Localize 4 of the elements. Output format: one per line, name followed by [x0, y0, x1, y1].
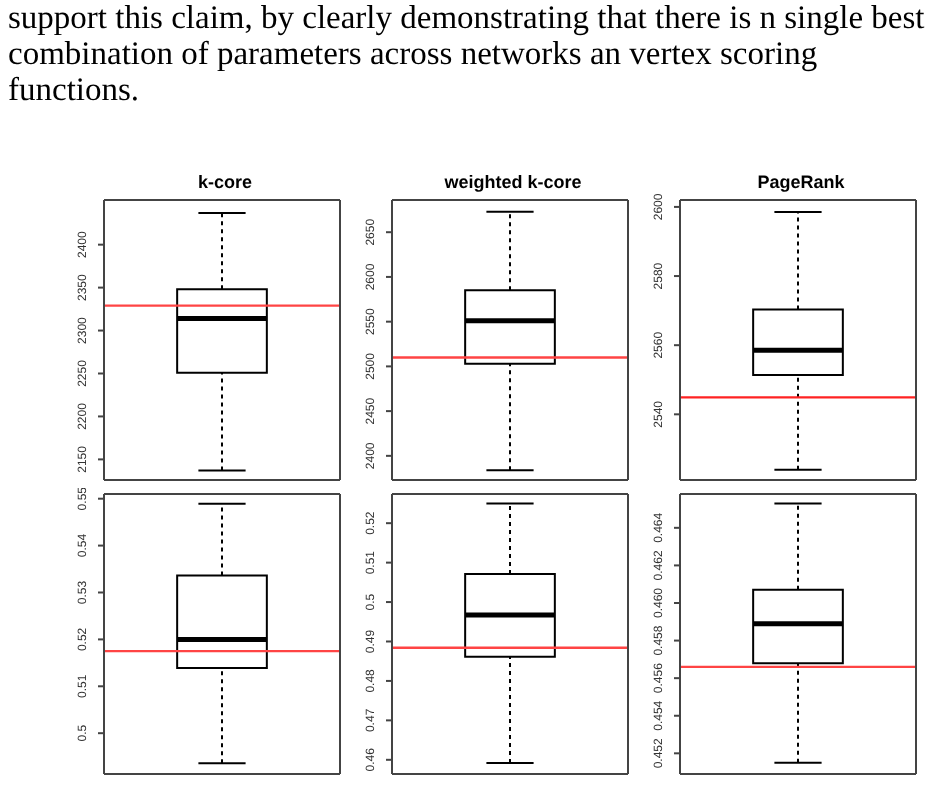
chart-title: k-core — [195, 172, 254, 194]
chart-title: weighted k-core — [442, 172, 584, 194]
chart-title: PageRank — [755, 172, 847, 194]
text: support this claim, by clearly demonstrating that there is n single best combination of parameters across networks an vertex scoring functions. — [8, 0, 927, 108]
